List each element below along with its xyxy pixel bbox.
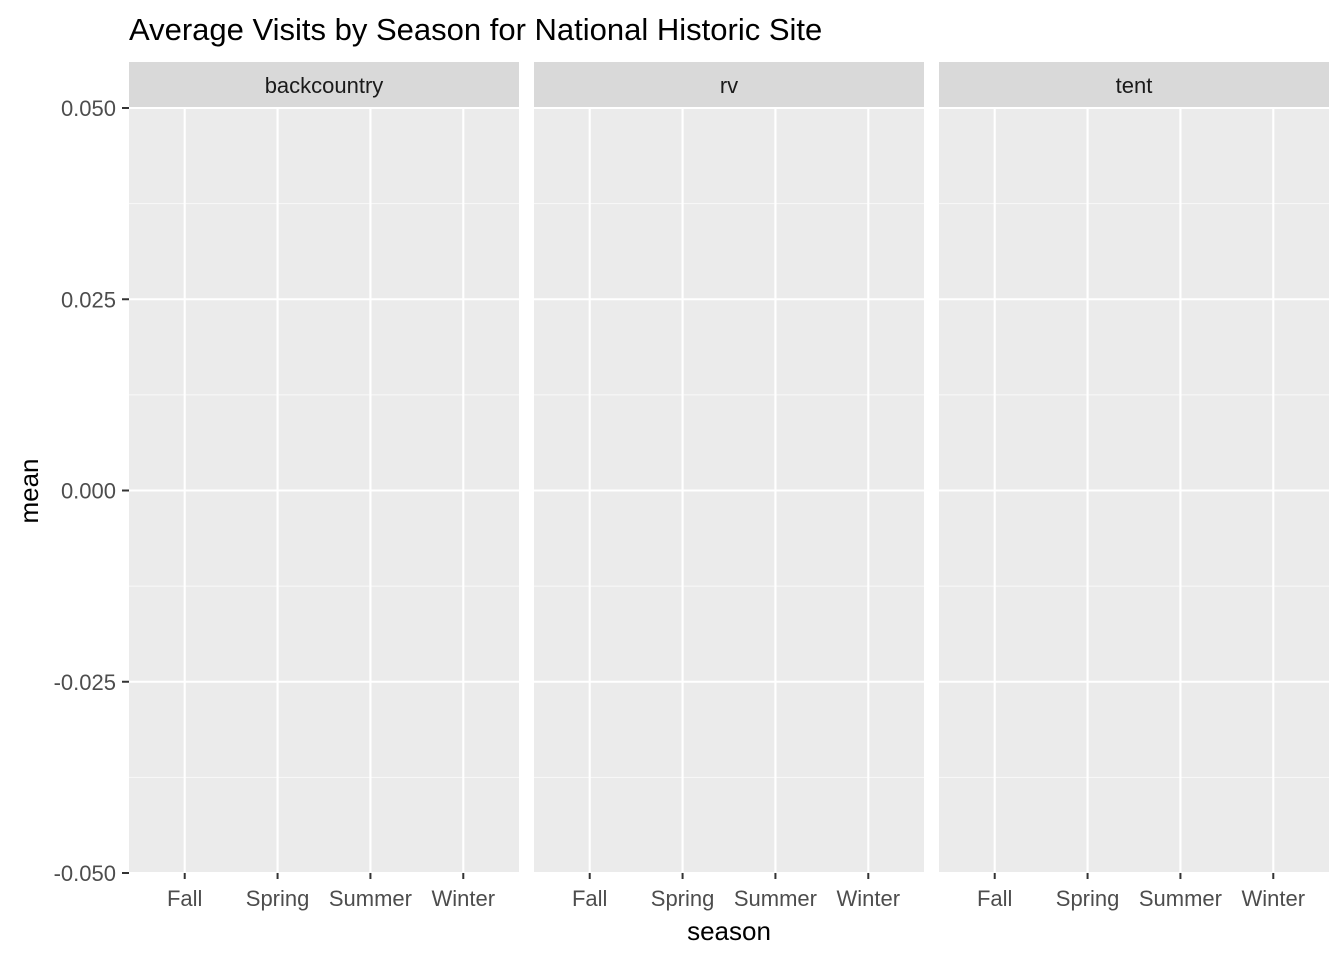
x-tick-label: Winter — [1242, 886, 1306, 911]
facet-strip — [534, 62, 924, 108]
y-axis-label: mean — [14, 458, 44, 523]
x-tick-label: Fall — [167, 886, 202, 911]
y-tick-label: 0.050 — [61, 96, 116, 121]
facet-strip — [129, 62, 519, 108]
facet-label: backcountry — [265, 73, 384, 98]
x-tick-label: Summer — [329, 886, 412, 911]
x-tick-label: Spring — [246, 886, 310, 911]
plot-area: backcountry Fall Spring Summer Winter rv Fall S… — [54, 62, 1329, 911]
x-tick-label: Summer — [734, 886, 817, 911]
facet-label: tent — [1116, 73, 1153, 98]
y-tick-label: 0.000 — [61, 479, 116, 504]
x-axis-label: season — [687, 916, 771, 946]
x-tick-label: Spring — [651, 886, 715, 911]
x-tick-label: Fall — [572, 886, 607, 911]
facet-label: rv — [720, 73, 738, 98]
x-tick-label: Winter — [837, 886, 901, 911]
x-tick-label: Spring — [1056, 886, 1120, 911]
x-tick-label: Summer — [1139, 886, 1222, 911]
y-tick-label: 0.025 — [61, 287, 116, 312]
x-tick-label: Winter — [432, 886, 496, 911]
x-tick-label: Fall — [977, 886, 1012, 911]
facet-strip — [939, 62, 1329, 108]
y-tick-label: -0.025 — [54, 670, 116, 695]
chart-title: Average Visits by Season for National Hi… — [129, 12, 822, 47]
y-tick-label: -0.050 — [54, 861, 116, 886]
